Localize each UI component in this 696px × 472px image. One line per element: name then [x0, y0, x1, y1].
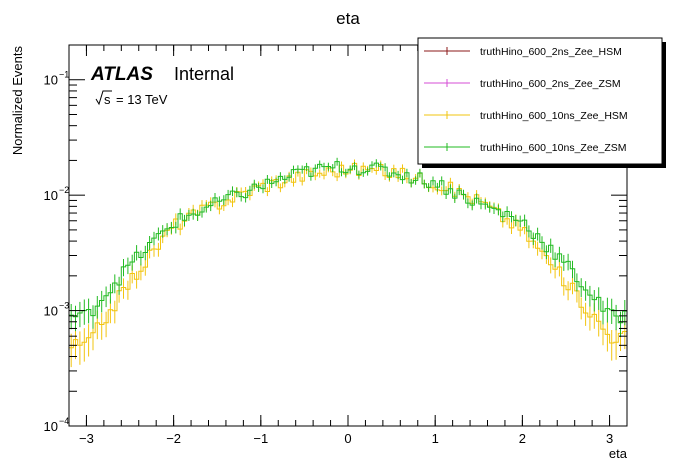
x-axis: −3 −2 −1 0 1 2 3: [68, 45, 628, 446]
series-truthHino_600_10ns_Zee_HSM: [69, 159, 627, 368]
y-tick-exponent: −2: [59, 185, 69, 195]
y-axis: 10−410−310−210−1: [44, 70, 627, 434]
y-axis-label: Normalized Events: [10, 46, 25, 156]
x-tick-label: 0: [344, 431, 351, 446]
atlas-status-label: Internal: [174, 64, 234, 84]
energy-sqrt-label: s: [104, 92, 111, 107]
y-tick-label: 10: [44, 304, 58, 319]
x-tick-label: 3: [606, 431, 613, 446]
atlas-label: ATLAS Internal s = 13 TeV: [90, 64, 234, 107]
legend-box: [417, 37, 663, 165]
legend-entry-label: truthHino_600_2ns_Zee_HSM: [480, 46, 622, 58]
series-line: [69, 162, 627, 349]
legend-entry-label: truthHino_600_10ns_Zee_ZSM: [480, 142, 627, 154]
legend: truthHino_600_2ns_Zee_HSM truthHino_600_2…: [417, 37, 666, 168]
legend-entry-label: truthHino_600_2ns_Zee_ZSM: [480, 78, 621, 90]
y-tick-exponent: −3: [59, 301, 69, 311]
y-tick-exponent: −1: [59, 70, 69, 80]
series-line: [69, 161, 627, 324]
y-tick-exponent: −4: [59, 416, 69, 426]
x-tick-label: −1: [253, 431, 268, 446]
series-truthHino_600_10ns_Zee_ZSM: [69, 157, 627, 337]
y-tick-label: 10: [44, 188, 58, 203]
sqrt-symbol: [95, 90, 112, 106]
y-tick-label: 10: [44, 73, 58, 88]
x-tick-label: −2: [166, 431, 181, 446]
energy-value-label: = 13 TeV: [116, 92, 168, 107]
atlas-experiment-label: ATLAS: [90, 64, 153, 85]
y-tick-label: 10: [44, 419, 58, 434]
chart-title: eta: [336, 9, 360, 28]
data-layer: [69, 157, 627, 368]
x-tick-label: 2: [519, 431, 526, 446]
x-tick-label: 1: [432, 431, 439, 446]
x-tick-label: −3: [79, 431, 94, 446]
legend-entry-label: truthHino_600_10ns_Zee_HSM: [480, 110, 628, 122]
x-axis-label: eta: [609, 446, 628, 461]
